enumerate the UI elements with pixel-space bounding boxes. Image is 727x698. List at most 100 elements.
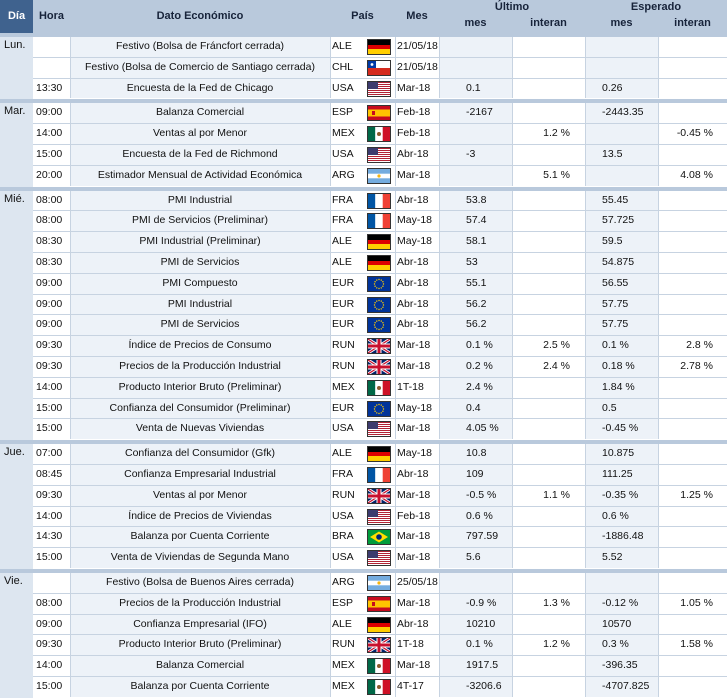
row-hora: 15:00 xyxy=(36,551,63,564)
day-label: Mié. xyxy=(0,190,33,441)
table-row: 09:00 Balanza Comercial ESP Feb-18 -2167 -244… xyxy=(33,103,727,125)
row-ultimo-interan xyxy=(512,315,582,335)
row-hora: 14:00 xyxy=(36,509,63,522)
row-esperado-mes: 0.18 % xyxy=(602,359,635,372)
flag-mx-icon xyxy=(367,658,391,675)
row-pais: MEX xyxy=(332,679,355,692)
row-ultimo-mes xyxy=(466,124,512,144)
row-esperado-mes: 0.3 % xyxy=(602,638,629,651)
row-pais: ARG xyxy=(332,575,355,588)
row-esperado-interan: 4.08 % xyxy=(680,168,713,181)
row-esperado-interan xyxy=(658,103,727,123)
row-mes: 21/05/18 xyxy=(397,40,438,52)
row-hora xyxy=(36,573,70,593)
row-esperado-interan xyxy=(658,615,727,635)
row-ultimo-mes: 58.1 xyxy=(466,235,487,248)
table-row: 08:00 PMI Industrial FRA Abr-18 53.8 55.45 xyxy=(33,190,727,212)
row-ultimo-interan: 2.5 % xyxy=(543,339,570,352)
row-mes: May-18 xyxy=(397,401,433,414)
table-row: 15:00 Venta de Viviendas de Segunda Mano U… xyxy=(33,548,727,568)
flag-br-icon xyxy=(367,529,391,546)
row-esperado-mes: 13.5 xyxy=(602,147,623,160)
row-esperado-interan xyxy=(658,79,727,99)
row-dato: Balanza por Cuenta Corriente xyxy=(130,530,270,543)
row-mes: May-18 xyxy=(397,235,433,248)
flag-gb-icon xyxy=(367,637,391,654)
table-row: 13:30 Encuesta de la Fed de Chicago USA Mar… xyxy=(33,78,727,99)
row-pais: FRA xyxy=(332,467,353,480)
row-ultimo-interan: 1.1 % xyxy=(543,488,570,501)
row-dato: PMI Compuesto xyxy=(162,276,238,289)
row-esperado-interan xyxy=(658,507,727,527)
row-hora: 14:30 xyxy=(36,530,63,543)
table-row: 08:00 PMI de Servicios (Preliminar) FRA May… xyxy=(33,211,727,233)
row-mes: Abr-18 xyxy=(397,255,429,268)
table-row: 09:00 Confianza Empresarial (IFO) ALE Abr-1… xyxy=(33,614,727,636)
row-dato: Precios de la Producción Industrial xyxy=(119,596,281,609)
row-pais: EUR xyxy=(332,401,355,414)
row-ultimo-mes xyxy=(466,166,512,186)
row-esperado-interan xyxy=(658,548,727,568)
row-ultimo-interan xyxy=(512,37,582,57)
row-dato: Confianza Empresarial (IFO) xyxy=(133,617,267,630)
row-esperado-interan xyxy=(658,677,727,697)
row-mes: Mar-18 xyxy=(397,659,431,672)
row-hora xyxy=(36,37,70,57)
row-dato: Balanza Comercial xyxy=(155,659,245,672)
row-ultimo-mes: 56.2 xyxy=(466,318,487,331)
header-ultimo-interan: interan xyxy=(530,17,567,29)
row-mes: 25/05/18 xyxy=(397,575,438,588)
table-row: 15:00 Venta de Nuevas Viviendas USA Mar-18 4… xyxy=(33,419,727,440)
row-dato: Festivo (Bolsa de Comercio de Santiago c… xyxy=(85,60,315,73)
row-pais: ESP xyxy=(332,596,354,609)
row-pais: MEX xyxy=(332,659,355,672)
flag-de-icon xyxy=(367,39,391,55)
row-esperado-interan: -0.45 % xyxy=(676,127,713,140)
row-dato: Balanza por Cuenta Corriente xyxy=(130,679,270,692)
row-pais: FRA xyxy=(332,193,353,206)
row-esperado-interan xyxy=(658,211,727,231)
row-dato: Venta de Viviendas de Segunda Mano xyxy=(110,551,290,564)
flag-es-icon xyxy=(367,595,391,612)
header-ultimo-mes: mes xyxy=(464,17,487,29)
row-esperado-mes xyxy=(602,573,658,593)
row-ultimo-interan xyxy=(512,399,582,419)
row-esperado-mes xyxy=(602,58,658,78)
row-ultimo-interan xyxy=(512,103,582,123)
day-label: Jue. xyxy=(0,444,33,569)
day-group: Lun. Festivo (Bolsa de Fráncfort cerrada)… xyxy=(0,33,727,100)
row-esperado-mes: -4707.825 xyxy=(602,679,650,692)
row-ultimo-interan xyxy=(512,419,582,439)
row-esperado-interan xyxy=(658,274,727,294)
row-ultimo-interan xyxy=(512,211,582,231)
row-hora: 09:30 xyxy=(36,488,63,501)
row-ultimo-interan xyxy=(512,527,582,547)
row-hora: 14:00 xyxy=(36,380,63,393)
flag-eu-icon xyxy=(367,317,391,334)
row-esperado-mes: -1886.48 xyxy=(602,530,644,543)
row-pais: ALE xyxy=(332,255,352,268)
row-ultimo-mes: -0.5 % xyxy=(466,488,497,501)
row-esperado-mes: 57.725 xyxy=(602,214,635,227)
day-label: Vie. xyxy=(0,572,33,698)
row-hora: 13:30 xyxy=(36,81,63,94)
row-pais: USA xyxy=(332,422,354,435)
row-ultimo-mes: -2167 xyxy=(466,106,493,119)
table-row: Festivo (Bolsa de Comercio de Santiago c… xyxy=(33,57,727,79)
row-ultimo-interan xyxy=(512,253,582,273)
row-mes: 1T-18 xyxy=(397,638,424,651)
row-esperado-mes: 0.6 % xyxy=(602,509,629,522)
row-mes: Feb-18 xyxy=(397,106,431,119)
table-row: 15:00 Balanza por Cuenta Corriente MEX 4T-1… xyxy=(33,676,727,697)
day-label: Mar. xyxy=(0,103,33,187)
row-mes: Abr-18 xyxy=(397,193,429,206)
row-hora: 08:00 xyxy=(36,596,63,609)
row-hora: 15:00 xyxy=(36,401,63,414)
row-hora: 08:00 xyxy=(36,193,63,206)
row-dato: Festivo (Bolsa de Fráncfort cerrada) xyxy=(115,40,285,52)
flag-us-icon xyxy=(367,508,391,525)
row-ultimo-mes: 4.05 % xyxy=(466,422,499,435)
row-hora: 20:00 xyxy=(36,168,63,181)
row-pais: FRA xyxy=(332,214,353,227)
